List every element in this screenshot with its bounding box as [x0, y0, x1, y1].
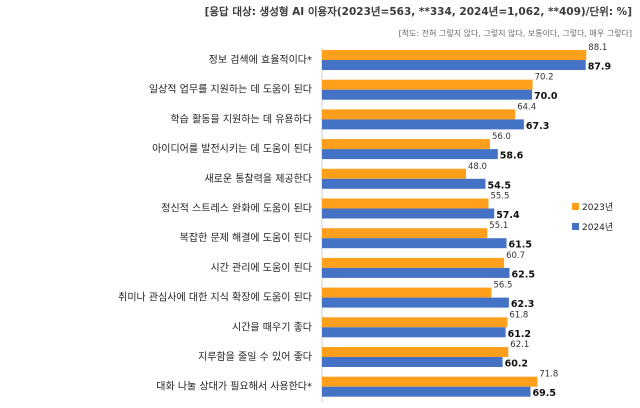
legend-swatch	[572, 203, 579, 210]
data-label-2024: 58.6	[500, 151, 524, 162]
bar-2023	[322, 287, 492, 298]
bar-2023	[322, 376, 538, 387]
data-label-2023: 56.5	[494, 281, 513, 291]
bar-2023	[322, 198, 489, 209]
category-label: 아이디어를 발전시키는 데 도움이 된다	[152, 143, 312, 155]
category-label: 정보 검색에 효율적이다*	[209, 54, 312, 66]
category-label: 새로운 통찰력을 제공한다	[204, 173, 312, 185]
bar-2024	[322, 327, 506, 338]
legend-swatch	[572, 223, 579, 230]
bar-2024	[322, 267, 510, 278]
data-label-2024: 62.5	[512, 269, 535, 280]
data-label-2023: 60.7	[506, 251, 525, 261]
category-label: 지루함을 줄일 수 있어 좋다	[198, 351, 312, 363]
category-label: 일상적 업무를 지원하는 데 도움이 된다	[149, 83, 312, 96]
data-label-2024: 61.2	[508, 329, 531, 340]
category-label: 복잡한 문제 해결에 도움이 된다	[180, 231, 312, 244]
data-label-2024: 61.5	[509, 240, 532, 251]
bar-2024	[322, 208, 495, 219]
bar-2023	[322, 228, 488, 239]
data-label-2023: 55.5	[491, 192, 510, 202]
data-label-2023: 88.1	[588, 43, 607, 53]
bar-2024	[322, 178, 486, 189]
data-label-2024: 70.0	[534, 91, 558, 102]
bar-2023	[322, 79, 533, 90]
data-label-2024: 57.4	[496, 210, 520, 221]
scale-note: [척도: 전혀 그렇지 않다, 그렇지 않다, 보통이다, 그렇다, 매우 그렇…	[398, 29, 632, 38]
legend-label: 2023년	[582, 202, 613, 213]
bar-2023	[322, 347, 509, 357]
chart-subtitle: [응답 대상: 생성형 AI 이용자(2023년=563, **334, 202…	[204, 6, 632, 18]
data-label-2024: 69.5	[533, 388, 556, 399]
data-label-2024: 60.2	[505, 359, 528, 370]
bar-2023	[322, 139, 490, 150]
data-label-2023: 70.2	[535, 73, 554, 83]
data-label-2023: 56.0	[492, 132, 511, 142]
bar-2024	[322, 89, 532, 100]
data-label-2023: 48.0	[468, 162, 487, 172]
bar-2023	[322, 168, 466, 179]
category-label: 정신적 스트레스 완화에 도움이 된다	[161, 203, 312, 215]
bar-2023	[322, 317, 508, 328]
bar-2024	[322, 149, 498, 160]
category-label: 시간 관리에 도움이 된다	[210, 262, 312, 274]
data-label-2024: 62.3	[511, 299, 534, 310]
bar-2023	[322, 109, 516, 120]
category-label: 대화 나눌 상대가 필요해서 사용한다*	[156, 380, 312, 393]
bar-2024	[322, 386, 531, 397]
data-label-2023: 71.8	[539, 370, 558, 380]
data-label-2024: 87.9	[588, 62, 611, 73]
data-label-2023: 55.1	[489, 221, 508, 231]
bar-2024	[322, 238, 507, 249]
category-label: 학습 활동을 지원하는 데 유용하다	[170, 112, 312, 125]
bar-2023	[322, 257, 505, 268]
legend-label: 2024년	[582, 222, 613, 233]
data-label-2023: 64.4	[517, 102, 536, 112]
bar-2024	[322, 357, 503, 367]
data-label-2023: 62.1	[510, 340, 529, 350]
category-label: 취미나 관심사에 대한 지식 확장에 도움이 된다	[118, 292, 312, 304]
bar-2024	[322, 119, 524, 130]
bar-2024	[322, 297, 509, 308]
bar-2023	[322, 50, 587, 60]
data-label-2024: 67.3	[526, 121, 549, 132]
category-label: 시간을 때우기 좋다	[232, 321, 312, 333]
bar-2024	[322, 60, 586, 70]
data-label-2024: 54.5	[488, 180, 511, 191]
data-label-2023: 61.8	[509, 310, 528, 320]
